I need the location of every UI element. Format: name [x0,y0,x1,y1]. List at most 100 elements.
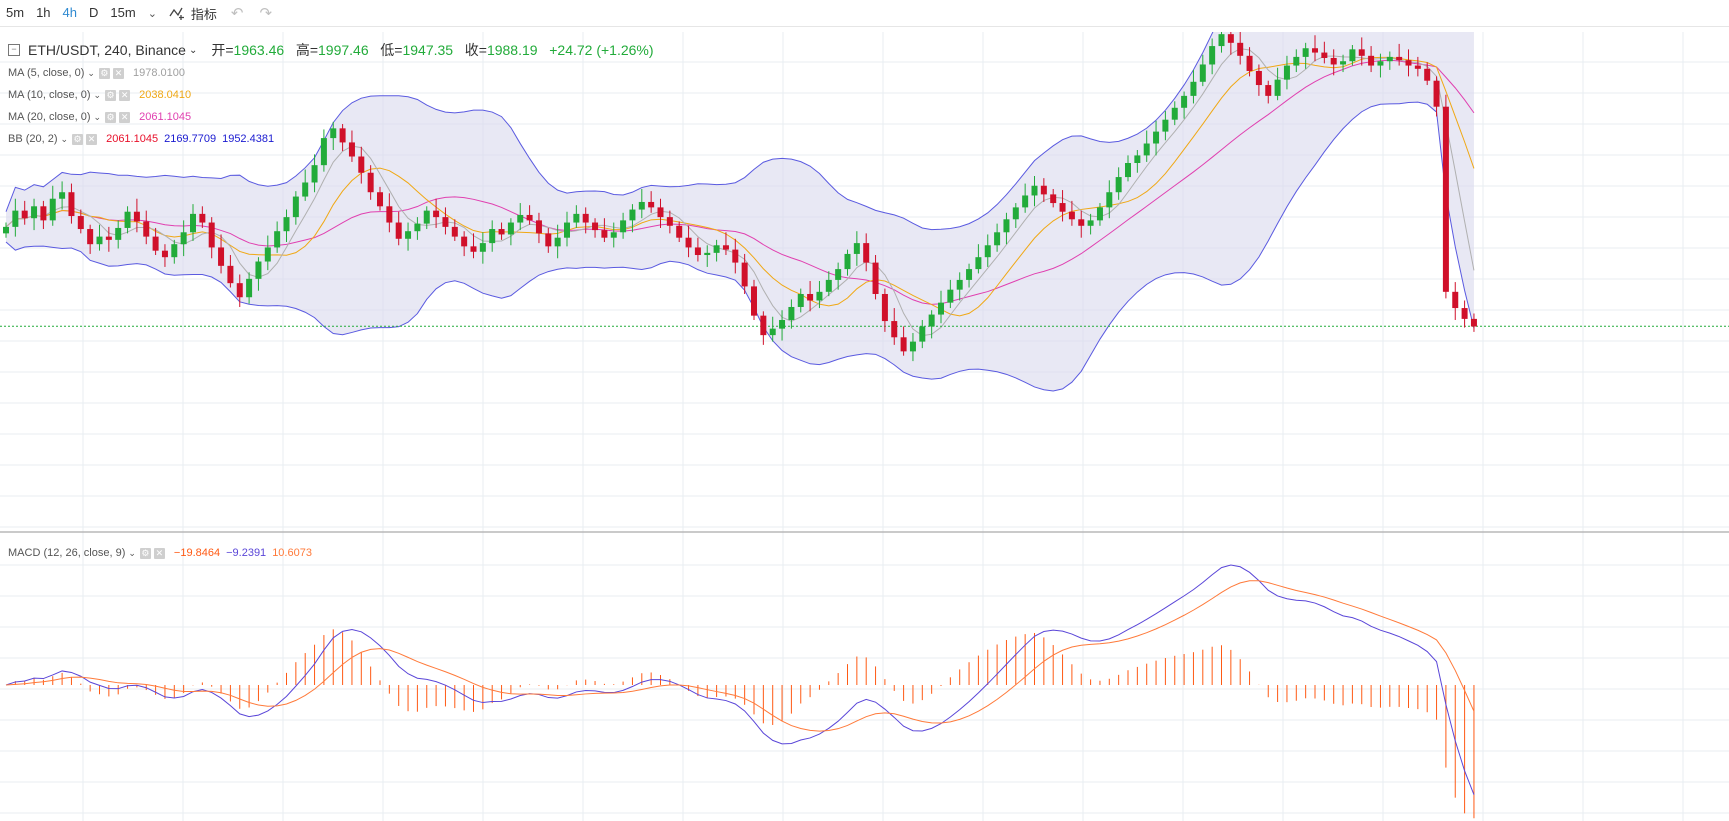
candle-body [1059,203,1066,212]
candle-body [255,261,262,279]
chevron-down-icon[interactable]: ⌄ [87,67,95,78]
candle-body [582,213,589,223]
ma20-label[interactable]: MA (20, close, 0) [8,111,91,123]
candle-body [1340,61,1347,65]
candle-body [1050,194,1057,204]
candle-body [1470,318,1477,327]
open-label: 开= [211,42,234,58]
interval-d[interactable]: D [89,5,99,20]
candle-body [620,220,627,233]
candle-body [825,279,832,292]
candle-body [367,172,374,193]
candle-body [1321,52,1328,58]
candle-body [947,289,954,303]
candle-body [1293,56,1300,66]
settings-icon[interactable]: ⚙ [139,547,151,559]
candle-body [190,213,196,233]
close-icon[interactable]: ✕ [119,89,131,101]
macd-line [5,564,1475,795]
close-icon[interactable]: ✕ [86,133,98,145]
candle-body [909,341,916,352]
candle-body [1227,34,1234,43]
macd-hist-value: −19.8464 [173,547,221,559]
candle-body [246,278,253,298]
candle-body [208,222,215,248]
ma10-line [5,56,1475,317]
candle-body [1246,55,1253,71]
candle-body [648,201,655,208]
ma10-label[interactable]: MA (10, close, 0) [8,89,91,101]
redo-icon[interactable]: ↷ [259,5,273,22]
chevron-down-icon[interactable]: ⌄ [128,547,136,558]
candle-body [835,269,842,280]
chevron-down-icon[interactable]: ⌄ [147,7,157,20]
ma5-label[interactable]: MA (5, close, 0) [8,67,85,79]
interval-5m[interactable]: 5m [6,5,25,20]
chart-area[interactable] [0,32,1729,821]
collapse-icon[interactable]: − [8,44,20,56]
open-value: 1963.46 [233,42,285,58]
interval-15m[interactable]: 15m [110,5,136,20]
ma20-legend: MA (20, close, 0) ⌄ ⚙ ✕ 2061.1045 [8,111,191,123]
candle-body [554,237,561,247]
interval-1h[interactable]: 1h [36,5,51,20]
settings-icon[interactable]: ⚙ [72,133,84,145]
candle-body [1452,291,1459,309]
candle-body [535,220,542,234]
candle-body [1078,219,1085,226]
candle-body [395,222,402,239]
macd-label[interactable]: MACD (12, 26, close, 9) [8,547,126,559]
candle-body [1190,81,1197,96]
candle-body [592,222,599,231]
candle-body [1461,308,1468,319]
candle-body [1153,131,1160,144]
chevron-down-icon[interactable]: ⌄ [188,44,198,56]
candle-body [713,245,720,253]
candle-body [59,192,66,199]
macd-signal-value: 10.6073 [272,547,312,559]
bollinger-upper-line [5,32,1214,231]
candle-body [797,293,804,307]
candle-body [1442,106,1449,292]
candle-body [1134,155,1141,163]
chevron-down-icon[interactable]: ⌄ [93,89,102,100]
bollinger-lower-line [5,101,1475,392]
candle-body [105,236,112,240]
bb-legend: BB (20, 2) ⌄ ⚙ ✕ 2061.1045 2169.7709 1952.… [8,133,274,145]
settings-icon[interactable]: ⚙ [98,67,110,79]
candle-body [377,192,383,207]
candle-body [386,206,393,223]
macd-signal-line [5,580,1475,732]
candle-body [302,182,309,197]
indicators-button[interactable]: 指标 [163,4,223,23]
candle-body [779,319,786,329]
candle-body [358,156,365,173]
candle-body [414,223,421,232]
bb-label[interactable]: BB (20, 2) [8,133,58,145]
undo-icon[interactable]: ↶ [230,5,244,22]
candle-body [1358,49,1365,56]
chevron-down-icon[interactable]: ⌄ [60,133,69,144]
candle-body [1115,177,1122,193]
settings-icon[interactable]: ⚙ [105,89,117,101]
price-chart-svg[interactable] [0,32,1729,821]
interval-4h[interactable]: 4h [62,5,77,20]
bb-upper-value: 2169.7709 [164,133,217,145]
high-label: 高= [295,42,319,58]
close-icon[interactable]: ✕ [119,111,131,123]
candle-body [320,138,327,166]
ma10-legend: MA (10, close, 0) ⌄ ⚙ ✕ 2038.0410 [8,89,191,101]
candle-body [143,221,150,237]
candle-body [610,232,617,238]
candle-body [704,252,711,256]
chevron-down-icon[interactable]: ⌄ [93,111,102,122]
symbol-name[interactable]: ETH/USDT, 240, Binance [28,42,186,58]
close-icon[interactable]: ✕ [153,547,165,559]
indicators-label: 指标 [190,6,217,22]
candle-body [994,232,1001,246]
candle-body [984,245,991,258]
settings-icon[interactable]: ⚙ [105,111,117,123]
candle-body [479,243,486,252]
candle-body [938,302,944,315]
close-icon[interactable]: ✕ [112,67,124,79]
